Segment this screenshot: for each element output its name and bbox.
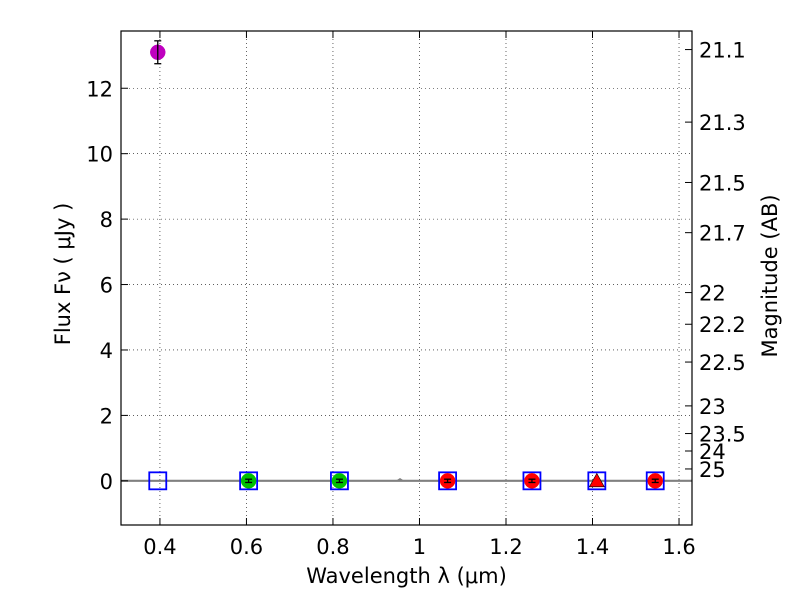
x-tick-label: 1.4: [576, 535, 609, 559]
y-tick-label: 8: [100, 208, 113, 232]
x-tick-label: 1: [413, 535, 426, 559]
model-point: [148, 471, 168, 491]
model-point: [522, 471, 542, 491]
x-tick-label: 0.6: [230, 535, 263, 559]
mag-tick-label: 22.5: [699, 351, 746, 375]
mag-tick-label: 21.7: [699, 222, 746, 246]
y-tick-label: 10: [86, 143, 113, 167]
mag-tick-label: 25: [699, 458, 726, 482]
y-tick-label: 6: [100, 274, 113, 298]
model-photometry: [148, 471, 665, 491]
mag-tick-label: 23: [699, 395, 726, 419]
x-tick-label: 1.2: [489, 535, 522, 559]
mag-tick-label: 24: [699, 440, 726, 464]
mag-tick-label: 22: [699, 282, 726, 306]
mag-tick-label: 21.1: [699, 39, 746, 63]
mag-tick-label: 21.5: [699, 171, 746, 195]
model-point: [330, 471, 349, 491]
observed-upper-limit: [588, 472, 605, 488]
mag-tick-label: 21.3: [699, 111, 746, 135]
observed-photometry: [150, 40, 663, 489]
mag-tick-label: 23.5: [699, 423, 746, 447]
model-point: [239, 471, 259, 491]
x-axis-label: Wavelength λ (μm): [306, 564, 507, 588]
x-tick-label: 0.4: [143, 535, 176, 559]
model-point: [645, 471, 665, 491]
model-point: [587, 471, 607, 491]
y-tick-label: 0: [100, 470, 113, 494]
model-point: [438, 471, 457, 491]
spectrum-feature: [396, 477, 404, 482]
plot-frame: [120, 30, 693, 526]
x-tick-label: 0.8: [316, 535, 349, 559]
y-tick-label: 2: [100, 404, 113, 428]
x-tick-label: 1.6: [662, 535, 695, 559]
right-axis-label: Magnitude (AB): [758, 194, 782, 357]
mag-tick-label: 22.2: [699, 313, 746, 337]
axis-ticks: 0.4 0.6 0.8 1 1.2 1.4 1.602468101221.121.321.5…: [86, 31, 746, 559]
y-axis-label: Flux Fν ( μJy ): [51, 203, 75, 346]
y-tick-label: 12: [86, 77, 113, 101]
y-tick-label: 4: [100, 339, 113, 363]
